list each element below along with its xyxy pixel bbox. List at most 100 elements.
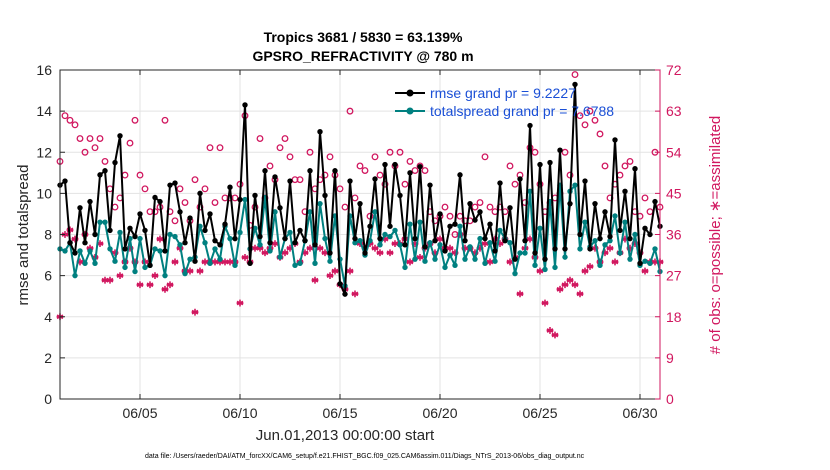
totalspread-point: [242, 196, 248, 203]
possible-obs-marker: [206, 144, 214, 152]
y-right-tick-label: 63: [666, 103, 682, 119]
totalspread-point: [477, 235, 483, 242]
y-right-tick-label: 27: [666, 268, 682, 284]
totalspread-point: [442, 264, 448, 271]
totalspread-point: [107, 246, 113, 252]
totalspread-point: [112, 258, 118, 264]
possible-obs-marker: [621, 162, 629, 170]
assimilated-obs-marker: [626, 244, 634, 252]
assimilated-obs-marker: [171, 258, 179, 266]
assimilated-obs-marker: [541, 299, 549, 307]
assimilated-obs-marker: [556, 285, 564, 293]
assimilated-obs-marker: [416, 253, 424, 261]
totalspread-point: [552, 264, 558, 271]
rmse-point: [162, 248, 168, 254]
totalspread-point: [612, 213, 618, 219]
rmse-point: [587, 246, 593, 252]
rmse-point: [307, 168, 313, 174]
totalspread-point: [597, 262, 603, 269]
x-axis-label: Jun.01,2013 00:00:00 start: [256, 427, 435, 444]
totalspread-point: [417, 219, 423, 225]
possible-obs-marker: [591, 116, 599, 124]
rmse-point: [137, 211, 143, 217]
rmse-point: [592, 200, 598, 207]
possible-obs-marker: [216, 144, 224, 152]
totalspread-point: [102, 219, 108, 225]
totalspread-point: [137, 235, 143, 242]
totalspread-point: [352, 240, 358, 246]
totalspread-point: [507, 240, 513, 246]
assimilated-obs-marker: [161, 285, 169, 293]
assimilated-obs-marker: [371, 244, 379, 252]
rmse-point: [372, 176, 378, 182]
assimilated-obs-marker: [316, 244, 324, 252]
totalspread-point: [77, 248, 83, 254]
y-tick-label: 0: [44, 391, 52, 407]
assimilated-obs-marker: [641, 267, 649, 275]
totalspread-point: [472, 256, 478, 262]
assimilated-obs-marker: [606, 244, 614, 252]
possible-obs-marker: [171, 217, 179, 225]
totalspread-point: [117, 229, 123, 236]
totalspread-point: [172, 233, 178, 240]
legend-rmse-label: rmse grand pr = 9.2227: [430, 85, 576, 101]
rmse-point: [232, 235, 238, 242]
possible-obs-marker: [321, 171, 329, 179]
rmse-point: [442, 248, 448, 254]
rmse-point: [512, 256, 518, 262]
rmse-point: [317, 128, 323, 135]
assimilated-obs-marker: [406, 258, 414, 266]
rmse-point: [577, 231, 583, 238]
possible-obs-marker: [306, 148, 314, 156]
totalspread-point: [652, 246, 658, 252]
possible-obs-marker: [481, 153, 489, 161]
possible-obs-marker: [421, 167, 429, 174]
totalspread-point: [452, 262, 458, 269]
totalspread-point: [217, 256, 223, 262]
assimilated-obs-marker: [226, 258, 234, 266]
legend-rmse-marker: [406, 89, 414, 97]
y-right-tick-label: 54: [666, 144, 682, 160]
totalspread-point: [532, 262, 538, 269]
legend: rmse grand pr = 9.2227 totalspread grand…: [395, 85, 614, 119]
rmse-point: [462, 237, 468, 244]
totalspread-point: [482, 260, 488, 266]
assimilated-obs-marker: [251, 244, 259, 252]
axes-layer: 06/05 06/10 06/15 06/20 06/25 06/30 0 2 4 6 8 10 12 1…: [36, 62, 681, 421]
possible-obs-marker: [286, 153, 294, 161]
assimilated-obs-marker: [76, 258, 84, 266]
possible-obs-marker: [381, 180, 389, 188]
y-tick-label: 6: [44, 268, 52, 284]
totalspread-point: [367, 237, 373, 244]
rmse-point: [82, 240, 88, 246]
y-axis-right-label: # of obs: o=possible; ∗=assimilated: [707, 116, 724, 355]
assimilated-obs-marker: [241, 253, 249, 261]
possible-obs-marker: [91, 144, 99, 152]
possible-obs-marker: [446, 212, 454, 220]
assimilated-obs-marker: [136, 281, 144, 289]
assimilated-obs-marker: [331, 267, 339, 275]
rmse-point: [617, 227, 623, 234]
totalspread-point: [72, 272, 78, 279]
rmse-point: [127, 225, 133, 232]
rmse-point: [437, 211, 443, 217]
totalspread-point: [267, 248, 273, 254]
possible-obs-marker: [531, 148, 539, 156]
rmse-point: [382, 161, 388, 168]
totalspread-point: [327, 258, 333, 264]
totalspread-point: [292, 262, 298, 269]
possible-obs-marker: [376, 171, 384, 179]
possible-obs-marker: [601, 162, 609, 170]
totalspread-point: [577, 246, 583, 252]
totalspread-point: [407, 221, 413, 227]
rmse-point: [347, 178, 353, 184]
possible-obs-marker: [211, 199, 219, 206]
assimilated-obs-marker: [196, 267, 204, 275]
rmse-point: [427, 182, 433, 188]
totalspread-point: [522, 250, 528, 256]
assimilated-obs-marker: [111, 249, 119, 257]
assimilated-obs-marker: [591, 244, 599, 252]
assimilated-obs-marker: [71, 235, 79, 243]
totalspread-point: [297, 260, 303, 266]
rmse-point: [102, 168, 108, 174]
